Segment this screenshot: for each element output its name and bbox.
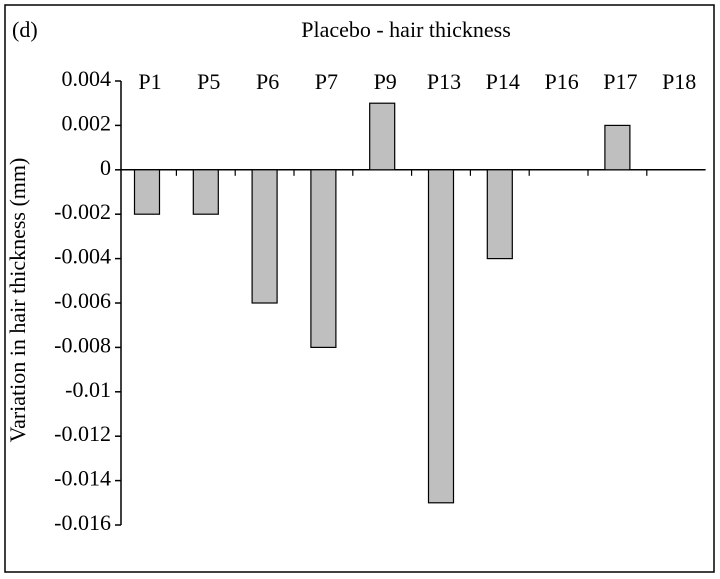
- bar: [486, 169, 513, 260]
- y-tick-label: 0: [100, 155, 111, 180]
- x-tick-label: P14: [486, 69, 520, 94]
- y-tick-label: 0.002: [62, 110, 112, 135]
- bar: [369, 102, 396, 171]
- x-tick-label: P9: [374, 69, 397, 94]
- y-tick-label: -0.01: [65, 377, 111, 402]
- x-tick-label: P18: [662, 69, 696, 94]
- x-tick-label: P7: [315, 69, 338, 94]
- bar: [192, 169, 219, 215]
- x-tick-label: P16: [544, 69, 578, 94]
- bar: [427, 169, 455, 504]
- y-tick-label: -0.016: [54, 510, 111, 535]
- y-tick-label: -0.004: [54, 244, 111, 269]
- frame: [4, 4, 715, 573]
- y-tick-label: -0.014: [54, 466, 111, 491]
- bar: [251, 169, 278, 304]
- x-tick-label: P17: [603, 69, 637, 94]
- bar: [133, 169, 161, 215]
- chart-title: Placebo - hair thickness: [301, 17, 511, 42]
- bar: [604, 124, 631, 171]
- y-tick-label: -0.012: [54, 421, 111, 446]
- y-tick-label: -0.006: [54, 288, 111, 313]
- y-axis-label: Variation in hair thickness (mm): [5, 158, 30, 443]
- y-tick-label: 0.004: [62, 66, 112, 91]
- panel-label: (d): [12, 17, 38, 42]
- x-tick-label: P13: [427, 69, 461, 94]
- x-tick-label: P6: [256, 69, 279, 94]
- y-tick-label: -0.008: [54, 332, 111, 357]
- y-tick-label: -0.002: [54, 199, 111, 224]
- x-tick-label: P5: [197, 69, 220, 94]
- x-tick-label: P1: [138, 69, 161, 94]
- bar: [310, 169, 337, 349]
